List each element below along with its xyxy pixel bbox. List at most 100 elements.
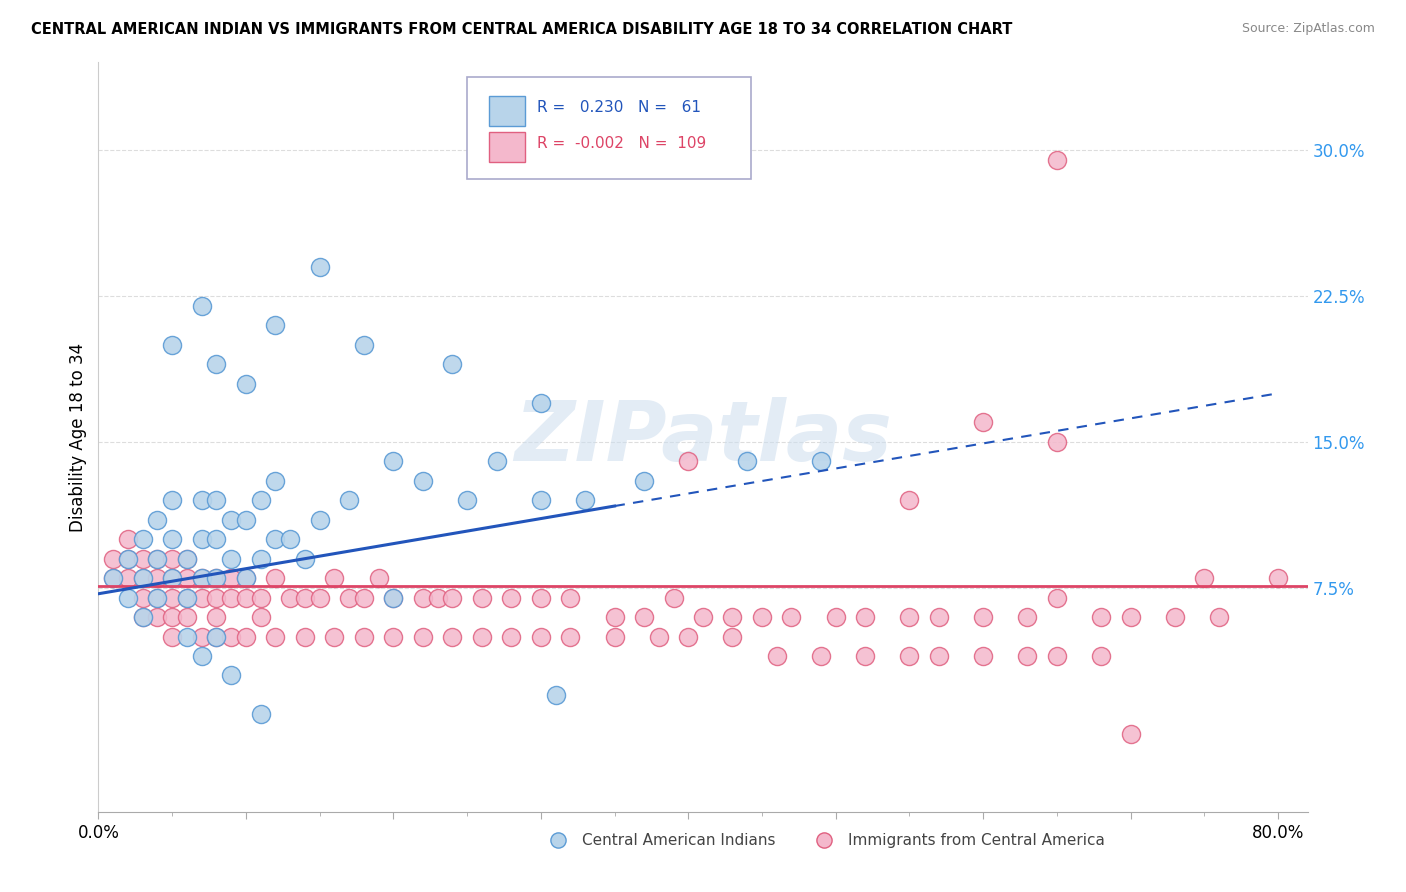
Point: [249, 493, 271, 508]
Point: [633, 610, 655, 624]
Point: [146, 513, 169, 527]
Point: [648, 630, 671, 644]
Point: [205, 591, 228, 605]
Point: [1017, 610, 1039, 624]
Point: [308, 591, 330, 605]
Point: [824, 610, 846, 624]
Point: [780, 610, 803, 624]
Point: [219, 571, 242, 585]
Point: [190, 648, 212, 663]
Point: [735, 454, 758, 468]
Point: [190, 493, 212, 508]
Point: [426, 591, 449, 605]
Point: [501, 591, 523, 605]
Point: [412, 591, 434, 605]
Point: [662, 591, 685, 605]
Point: [249, 591, 271, 605]
Bar: [489, 96, 526, 126]
Point: [160, 571, 183, 585]
Point: [146, 571, 169, 585]
Text: R =  -0.002   N =  109: R = -0.002 N = 109: [537, 136, 707, 151]
Point: [249, 707, 271, 722]
Point: [560, 591, 582, 605]
Point: [972, 648, 994, 663]
Point: [485, 454, 508, 468]
Point: [278, 591, 301, 605]
Point: [323, 630, 346, 644]
Point: [117, 551, 139, 566]
Point: [219, 513, 242, 527]
Point: [190, 591, 212, 605]
Point: [190, 533, 212, 547]
Point: [648, 801, 671, 815]
Point: [603, 630, 626, 644]
Point: [205, 571, 228, 585]
Point: [1267, 571, 1289, 585]
Point: [131, 571, 153, 585]
Point: [382, 630, 405, 644]
Point: [160, 533, 183, 547]
Point: [235, 591, 257, 605]
Point: [471, 591, 494, 605]
Point: [898, 493, 921, 508]
Point: [530, 630, 553, 644]
Point: [337, 591, 360, 605]
Point: [176, 551, 198, 566]
Point: [412, 474, 434, 488]
Point: [294, 630, 316, 644]
Point: [205, 493, 228, 508]
Point: [205, 630, 228, 644]
Point: [131, 571, 153, 585]
Point: [353, 591, 375, 605]
Point: [160, 630, 183, 644]
Point: [678, 630, 700, 644]
Point: [751, 610, 773, 624]
Point: [205, 571, 228, 585]
Point: [765, 648, 787, 663]
Point: [441, 630, 464, 644]
Point: [117, 551, 139, 566]
Point: [530, 396, 553, 410]
Point: [544, 688, 567, 702]
Point: [853, 610, 876, 624]
Point: [278, 533, 301, 547]
Point: [235, 571, 257, 585]
Point: [235, 513, 257, 527]
Point: [219, 630, 242, 644]
Point: [101, 551, 124, 566]
Point: [1017, 648, 1039, 663]
Point: [235, 376, 257, 391]
Point: [972, 610, 994, 624]
Y-axis label: Disability Age 18 to 34: Disability Age 18 to 34: [69, 343, 87, 532]
Point: [131, 533, 153, 547]
Point: [264, 571, 287, 585]
Point: [146, 591, 169, 605]
Point: [471, 630, 494, 644]
Point: [264, 630, 287, 644]
Point: [456, 493, 478, 508]
Point: [1046, 591, 1069, 605]
Point: [117, 533, 139, 547]
Point: [928, 610, 950, 624]
Point: [176, 591, 198, 605]
Point: [131, 551, 153, 566]
Point: [972, 801, 994, 815]
Point: [721, 630, 744, 644]
Point: [530, 493, 553, 508]
Point: [530, 591, 553, 605]
Point: [1194, 571, 1216, 585]
Point: [117, 591, 139, 605]
Point: [190, 571, 212, 585]
Point: [1119, 727, 1142, 741]
Point: [308, 513, 330, 527]
Point: [131, 591, 153, 605]
Point: [308, 260, 330, 274]
Point: [160, 610, 183, 624]
Point: [1208, 610, 1230, 624]
Point: [160, 551, 183, 566]
Point: [160, 571, 183, 585]
Point: [382, 454, 405, 468]
Point: [1119, 610, 1142, 624]
Point: [190, 571, 212, 585]
Point: [205, 630, 228, 644]
